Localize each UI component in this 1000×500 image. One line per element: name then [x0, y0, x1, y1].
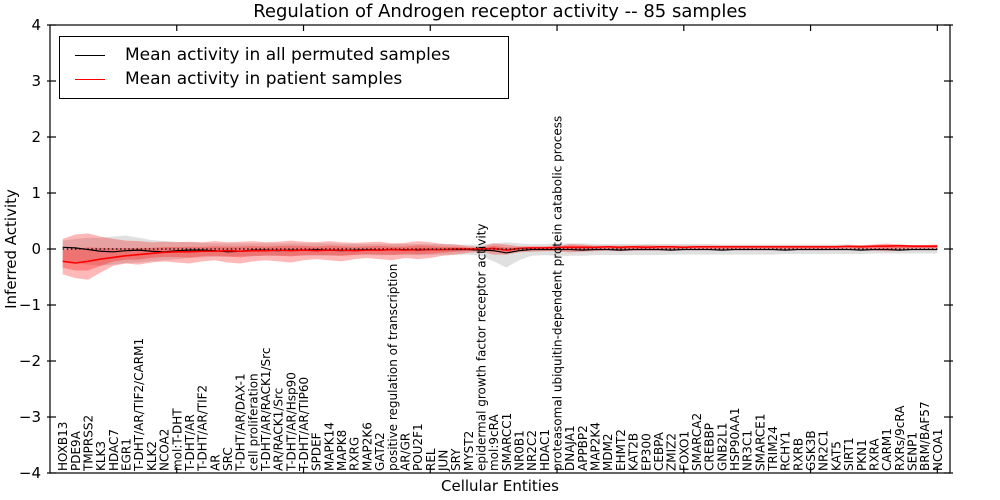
legend: Mean activity in all permuted samples Me… [59, 36, 509, 99]
category-label: epidermal growth factor receptor activit… [474, 224, 488, 471]
category-label: T-DHT/AR [183, 414, 197, 472]
category-label: NR3C1 [741, 430, 755, 471]
y-tick-label: −1 [19, 296, 41, 314]
category-label: REL [424, 448, 438, 471]
category-label: EP300 [639, 433, 653, 471]
legend-label-permuted: Mean activity in all permuted samples [125, 44, 451, 65]
category-label: KAT2B [627, 433, 641, 471]
category-label: T-DHT/AR/TIF2/CARM1 [132, 338, 146, 472]
category-label: BRM/BAF57 [918, 401, 932, 471]
category-label: T-DHT/AR/RACK1/Src [259, 348, 273, 472]
category-label: GATA2 [373, 432, 387, 471]
category-label: GNB2L1 [715, 423, 729, 471]
category-label: MYST2 [462, 431, 476, 471]
category-label: APPBP2 [576, 425, 590, 471]
category-label: T-DHT/AR/DAX-1 [234, 373, 248, 472]
category-label: HOXB13 [56, 422, 70, 471]
legend-item-permuted: Mean activity in all permuted samples [60, 44, 508, 65]
category-label: RXRA [867, 438, 881, 471]
category-label: SMARCA2 [690, 413, 704, 471]
category-label: FOXO1 [677, 431, 691, 471]
category-label: HDAC1 [538, 429, 552, 471]
category-label: CREBBP [703, 423, 717, 471]
category-label: RXRB [791, 438, 805, 471]
category-label: HSP90AA1 [728, 407, 742, 471]
category-label: MAP2K4 [589, 422, 603, 471]
category-label: T-DHT/AR/TIF2 [196, 385, 210, 472]
category-label: NR0B1 [513, 430, 527, 471]
category-label: MAP2K6 [360, 422, 374, 471]
category-label: AR/RACK1/Src [272, 388, 286, 471]
category-label: RCHY1 [779, 431, 793, 471]
y-tick-label: −2 [19, 352, 41, 370]
patient-sample-range-inner [62, 244, 938, 271]
category-label: positive regulation of transcription [386, 264, 400, 471]
y-tick-label: 4 [31, 16, 41, 34]
y-tick-label: −3 [19, 408, 41, 426]
category-label: mol:9cRA [487, 414, 501, 471]
y-tick-label: −4 [19, 464, 41, 482]
category-label: NCOA1 [931, 429, 945, 471]
category-label: T-DHT/AR/Hsp90 [284, 372, 298, 472]
category-label: POU2F1 [411, 423, 425, 471]
category-label: SENP1 [905, 432, 919, 471]
y-tick-label: 0 [31, 240, 41, 258]
category-label: MDM2 [601, 433, 615, 471]
category-label: cell proliferation [246, 373, 260, 471]
series-line-patient [62, 244, 938, 264]
legend-label-patient: Mean activity in patient samples [125, 69, 403, 90]
category-label: AR/GR [398, 433, 412, 471]
y-tick-label: 3 [31, 72, 41, 90]
legend-line-permuted-icon [75, 54, 105, 56]
patient-sample-range [62, 233, 938, 280]
category-label: SPDEF [310, 432, 324, 471]
category-label: JUN [436, 450, 450, 472]
category-label: AR [208, 454, 222, 471]
category-label: CEBPA [652, 431, 666, 471]
category-label: EGR1 [120, 438, 134, 471]
x-axis-label: Cellular Entities [441, 477, 559, 495]
category-label: MAPK8 [335, 430, 349, 471]
y-tick-label: 1 [31, 184, 41, 202]
category-label: KAT5 [829, 441, 843, 471]
legend-line-patient-icon [75, 79, 105, 81]
category-label: SMARCC1 [500, 413, 514, 471]
y-axis-label: Inferred Activity [2, 189, 20, 309]
category-label: HDAC7 [107, 429, 121, 471]
category-label: KLK3 [94, 441, 108, 471]
category-label: NCOA2 [158, 429, 172, 471]
category-label: CARM1 [880, 428, 894, 471]
category-label: proteasomal ubiquitin-dependent protein … [551, 116, 565, 471]
category-label: SMARCE1 [753, 413, 767, 471]
category-label: PKN1 [855, 439, 869, 471]
category-label: SIRT1 [842, 437, 856, 471]
category-label: PDE9A [69, 430, 83, 471]
y-tick-label: 2 [31, 128, 41, 146]
category-label: GSK3B [804, 430, 818, 471]
category-label: TMPRSS2 [82, 415, 96, 472]
category-label: TRIM24 [766, 426, 780, 472]
category-label: ZMIZ2 [665, 433, 679, 471]
category-label: EHMT2 [614, 429, 628, 471]
category-label: MAPK14 [322, 422, 336, 471]
category-label: SRC [221, 447, 235, 471]
category-label: RXRs/9cRA [893, 405, 907, 471]
category-label: RXRG [348, 437, 362, 471]
category-label: NR2C2 [525, 430, 539, 471]
series-line-permuted [62, 246, 938, 254]
category-label: NR2C1 [817, 430, 831, 471]
legend-item-patient: Mean activity in patient samples [60, 71, 508, 88]
category-label: KLK2 [145, 441, 159, 471]
category-label: SRY [449, 448, 463, 471]
category-label: DNAJA1 [563, 425, 577, 471]
category-label: mol:T-DHT [170, 408, 184, 471]
category-label: T-DHT/AR/TIP60 [297, 377, 311, 472]
chart-title: Regulation of Androgen receptor activity… [253, 1, 747, 22]
